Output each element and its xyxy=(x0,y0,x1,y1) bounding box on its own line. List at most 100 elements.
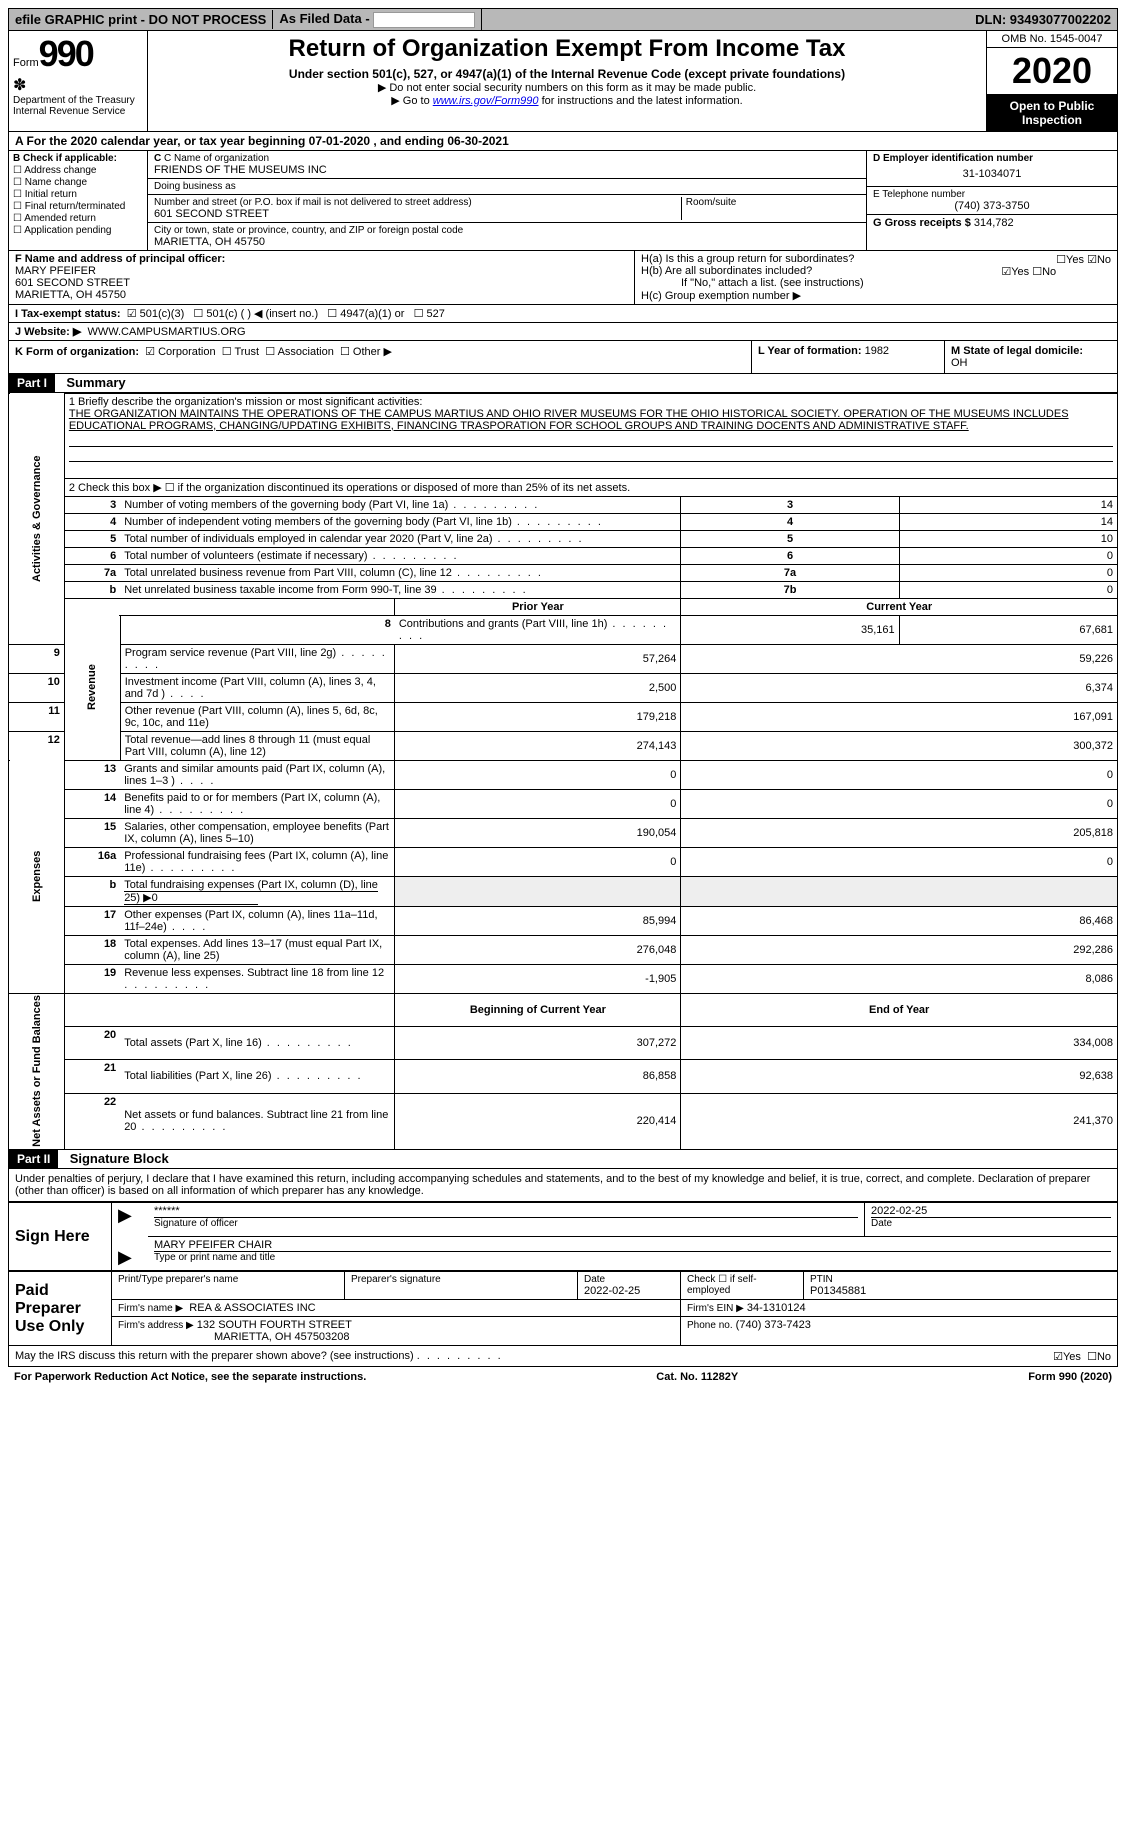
cb-amended-return-label: Amended return xyxy=(24,213,96,224)
row-desc: Total number of individuals employed in … xyxy=(124,533,492,545)
asfiled-input[interactable] xyxy=(373,12,475,28)
cb-501c[interactable]: ☐ xyxy=(193,307,203,320)
officer-name: MARY PFEIFER xyxy=(15,265,628,277)
cb-assoc[interactable]: ☐ xyxy=(265,345,275,358)
row-12: 12Total revenue—add lines 8 through 11 (… xyxy=(9,731,1118,760)
section-bcd: B Check if applicable: ☐ Address change … xyxy=(8,151,1118,251)
line-a-tax-year: A For the 2020 calendar year, or tax yea… xyxy=(8,132,1118,151)
yes-label-2: Yes xyxy=(1011,266,1029,278)
h-b-label: H(b) Are all subordinates included? xyxy=(641,265,812,277)
cb-trust[interactable]: ☐ xyxy=(222,345,232,358)
j-label: J Website: ▶ xyxy=(15,326,81,338)
firm-ein-label: Firm's EIN ▶ xyxy=(687,1303,744,1314)
row-6: 6Total number of volunteers (estimate if… xyxy=(9,547,1118,564)
goto-post: for instructions and the latest informat… xyxy=(539,95,743,107)
prior-val: 0 xyxy=(395,789,681,818)
row-10: 10Investment income (Part VIII, column (… xyxy=(9,673,1118,702)
form-number: Form990 xyxy=(13,33,143,75)
f-label: F Name and address of principal officer: xyxy=(15,253,225,265)
row-num: 9 xyxy=(9,644,65,673)
ptin-value: P01345881 xyxy=(810,1285,1111,1297)
section-j: J Website: ▶ WWW.CAMPUSMARTIUS.ORG xyxy=(8,323,1118,341)
prior-val xyxy=(395,876,681,906)
end-val: 92,638 xyxy=(681,1060,1118,1093)
cb-final-return[interactable]: ☐ Final return/terminated xyxy=(13,201,143,212)
ptin-label: PTIN xyxy=(810,1274,1111,1285)
corp-label: Corporation xyxy=(158,346,215,358)
yes-label: Yes xyxy=(1066,254,1084,266)
preparer-table: Paid Preparer Use Only Print/Type prepar… xyxy=(8,1271,1118,1346)
prep-self-emp: Check ☐ if self-employed xyxy=(687,1274,797,1296)
sig-officer-label: Signature of officer xyxy=(154,1218,858,1229)
prior-val: 274,143 xyxy=(395,731,681,760)
street-value: 601 SECOND STREET xyxy=(154,208,677,220)
h-a-yn: ☐Yes ☑No xyxy=(1056,253,1111,266)
prior-val: 190,054 xyxy=(395,818,681,847)
row-num: 17 xyxy=(64,906,120,935)
h-b-no[interactable]: ☐ xyxy=(1032,265,1042,278)
row-desc: Other revenue (Part VIII, column (A), li… xyxy=(125,705,378,729)
cell-f-officer: F Name and address of principal officer:… xyxy=(9,251,634,304)
cb-address-change[interactable]: ☐ Address change xyxy=(13,165,143,176)
current-val: 0 xyxy=(681,847,1118,876)
discuss-no-cb[interactable]: ☐ xyxy=(1087,1350,1097,1363)
current-val: 300,372 xyxy=(681,731,1118,760)
mission-text: THE ORGANIZATION MAINTAINS THE OPERATION… xyxy=(69,408,1113,432)
prior-val: 85,994 xyxy=(395,906,681,935)
cb-name-change[interactable]: ☐ Name change xyxy=(13,177,143,188)
discuss-yes-cb[interactable]: ☑ xyxy=(1053,1350,1063,1363)
cb-other[interactable]: ☐ xyxy=(340,345,350,358)
row-desc: Other expenses (Part IX, column (A), lin… xyxy=(124,909,377,933)
cb-corp[interactable]: ☑ xyxy=(145,345,155,358)
col-c: C C Name of organization FRIENDS OF THE … xyxy=(148,151,866,250)
cb-address-change-label: Address change xyxy=(24,165,96,176)
row-num: 20 xyxy=(64,1026,120,1059)
cb-4947[interactable]: ☐ xyxy=(327,307,337,320)
cb-amended-return[interactable]: ☐ Amended return xyxy=(13,213,143,224)
section-klm: K Form of organization: ☑ Corporation ☐ … xyxy=(8,341,1118,374)
firm-addr-label: Firm's address ▶ xyxy=(118,1320,194,1331)
officer-city: MARIETTA, OH 45750 xyxy=(15,289,628,301)
street-label: Number and street (or P.O. box if mail i… xyxy=(154,197,677,208)
current-val: 67,681 xyxy=(899,615,1117,644)
4947-label: 4947(a)(1) or xyxy=(340,308,404,320)
cb-527[interactable]: ☐ xyxy=(414,307,424,320)
cb-application-pending[interactable]: ☐ Application pending xyxy=(13,225,143,236)
h-a-yes[interactable]: ☐ xyxy=(1056,253,1066,266)
org-name-label: C Name of organization xyxy=(164,153,269,164)
cb-initial-return[interactable]: ☐ Initial return xyxy=(13,189,143,200)
form-goto: ▶ Go to www.irs.gov/Form990 for instruct… xyxy=(152,94,982,107)
no-label: No xyxy=(1097,254,1111,266)
i-label: I Tax-exempt status: xyxy=(15,308,121,320)
goto-pre: ▶ Go to xyxy=(391,95,432,107)
room-label: Room/suite xyxy=(686,197,860,208)
current-val: 167,091 xyxy=(681,702,1118,731)
row-7b: bNet unrelated business taxable income f… xyxy=(9,581,1118,598)
prior-year-header: Prior Year xyxy=(395,598,681,615)
form-subtitle: Under section 501(c), 527, or 4947(a)(1)… xyxy=(152,67,982,81)
tel-value: (740) 373-3750 xyxy=(873,200,1111,212)
assoc-label: Association xyxy=(278,346,334,358)
row-num: 6 xyxy=(64,547,120,564)
current-val xyxy=(681,876,1118,906)
open-public-badge: Open to Public Inspection xyxy=(987,95,1117,131)
row-20: 20Total assets (Part X, line 16)307,2723… xyxy=(9,1026,1118,1059)
h-c-label: H(c) Group exemption number ▶ xyxy=(641,289,1111,302)
firm-phone: (740) 373-7423 xyxy=(736,1319,811,1331)
row-num: 18 xyxy=(64,935,120,964)
row-num: b xyxy=(64,876,120,906)
begin-val: 86,858 xyxy=(395,1060,681,1093)
cb-501c3[interactable]: ☑ xyxy=(127,307,137,320)
h-b-yes[interactable]: ☑ xyxy=(1001,265,1011,278)
mission-cell: 1 Briefly describe the organization's mi… xyxy=(64,393,1117,478)
cb-name-change-label: Name change xyxy=(25,177,87,188)
side-revenue: Revenue xyxy=(64,615,120,760)
current-val: 59,226 xyxy=(681,644,1118,673)
h-a-no[interactable]: ☑ xyxy=(1087,253,1097,266)
irs-link[interactable]: www.irs.gov/Form990 xyxy=(433,95,539,107)
summary-table: Activities & Governance 1 Briefly descri… xyxy=(8,393,1118,1151)
h-b-yn: ☑Yes ☐No xyxy=(1001,265,1056,278)
no-label-2: No xyxy=(1042,266,1056,278)
officer-name-cell: MARY PFEIFER CHAIR Type or print name an… xyxy=(148,1237,1118,1271)
h-a: H(a) Is this a group return for subordin… xyxy=(641,253,1111,265)
